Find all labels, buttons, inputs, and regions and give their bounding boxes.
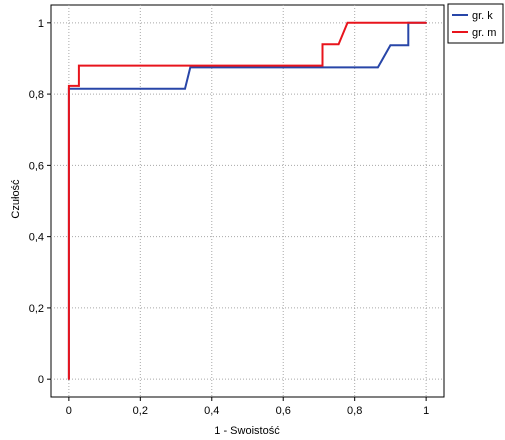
legend-label-gr-k: gr. k: [472, 10, 493, 22]
x-tick-label: 0,2: [133, 405, 148, 417]
x-tick-label: 0,6: [276, 405, 291, 417]
data-point: [78, 64, 80, 67]
data-point: [184, 87, 186, 90]
x-axis-title: 1 - Swoistość: [214, 425, 280, 437]
y-axis-title: Czułość: [10, 179, 22, 219]
y-tick-label: 0,4: [29, 232, 44, 244]
series-lines: [67, 21, 427, 380]
data-point: [407, 44, 410, 47]
data-point: [68, 85, 70, 87]
data-point: [321, 43, 324, 45]
y-tick-label: 0,8: [29, 89, 44, 101]
legend-box: [447, 3, 504, 44]
data-point: [425, 22, 427, 24]
data-point: [377, 66, 379, 69]
y-tick-label: 1: [38, 18, 44, 30]
x-tick-label: 0,4: [204, 405, 219, 417]
x-tick-label: 1: [423, 405, 429, 417]
data-point: [78, 85, 80, 87]
y-tick-label: 0,6: [29, 160, 44, 172]
data-point: [389, 44, 392, 47]
y-tick-label: 0: [38, 374, 44, 386]
data-point: [68, 378, 70, 380]
axis-ticks: 0 0,2 0,4 0,6 0,8 1 0 0,2 0,4 0,6 0,8 1: [29, 18, 429, 417]
data-point: [346, 22, 349, 24]
legend-label-gr-m: gr. m: [472, 27, 496, 39]
plot-area: [50, 4, 445, 398]
data-point: [321, 64, 324, 67]
x-tick-label: 0,8: [347, 405, 362, 417]
legend: gr. k gr. m: [447, 3, 504, 44]
data-point: [189, 66, 192, 69]
x-tick-label: 0: [66, 405, 72, 417]
data-point: [337, 43, 340, 45]
y-tick-label: 0,2: [29, 303, 44, 315]
